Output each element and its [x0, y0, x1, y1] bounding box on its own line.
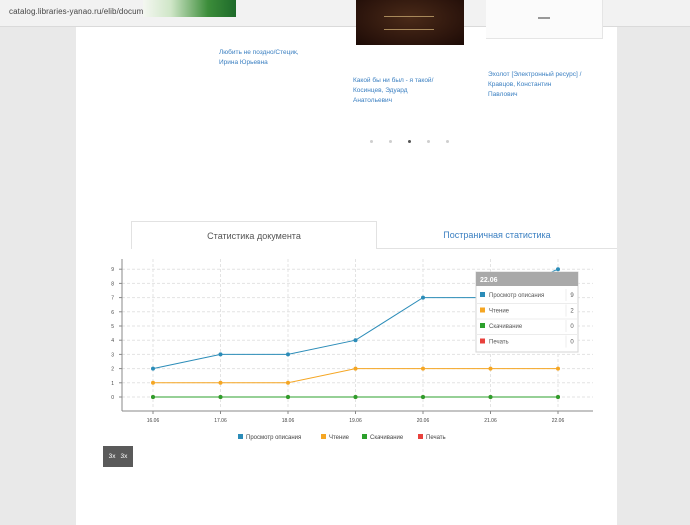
legend-label[interactable]: Печать — [426, 435, 446, 441]
data-point[interactable] — [556, 366, 560, 371]
data-point[interactable] — [218, 352, 223, 357]
legend-swatch[interactable] — [238, 434, 243, 439]
tooltip-row-label: Чтение — [489, 309, 510, 315]
tooltip-row-label: Печать — [489, 340, 509, 346]
x-tick-label: 20.06 — [417, 418, 430, 424]
x-tick-label: 19.06 — [349, 418, 362, 424]
y-tick-label: 4 — [111, 338, 114, 344]
legend-swatch[interactable] — [321, 434, 326, 439]
legend-label[interactable]: Чтение — [329, 435, 350, 441]
data-point[interactable] — [218, 395, 223, 399]
y-tick-label: 1 — [111, 381, 114, 387]
y-tick-label: 0 — [111, 395, 114, 401]
data-point[interactable] — [488, 366, 493, 371]
y-tick-label: 3 — [111, 352, 114, 358]
tooltip-swatch — [480, 323, 485, 328]
carousel-dot[interactable] — [408, 140, 411, 143]
x-tick-label: 21.06 — [484, 418, 497, 424]
legend-swatch[interactable] — [362, 434, 367, 439]
data-point[interactable] — [421, 395, 425, 399]
data-point[interactable] — [353, 395, 358, 399]
data-point[interactable] — [286, 352, 290, 357]
tooltip-row-label: Просмотр описания — [489, 293, 544, 299]
y-tick-label: 8 — [111, 281, 114, 287]
carousel-dot[interactable] — [370, 140, 373, 143]
data-point[interactable] — [151, 395, 155, 399]
tab-document-statistics[interactable]: Статистика документа — [131, 221, 377, 249]
x-tick-label: 22.06 — [552, 418, 565, 424]
y-tick-label: 5 — [111, 324, 114, 330]
data-point[interactable] — [421, 366, 425, 371]
tooltip-title: 22.06 — [480, 277, 498, 284]
tooltip-swatch — [480, 292, 485, 297]
tooltip-row-label: Скачивание — [489, 324, 523, 330]
book-title-3[interactable]: Эхолот [Электронный ресурс] / Кравцов, К… — [488, 71, 582, 98]
legend-swatch[interactable] — [418, 434, 423, 439]
tooltip-swatch — [480, 307, 485, 313]
y-tick-label: 2 — [111, 367, 114, 373]
y-tick-label: 6 — [111, 310, 114, 316]
book-title-2[interactable]: Какой бы ни был - я такой/ Косинцев, Эду… — [353, 77, 434, 104]
cover-ornament — [384, 16, 434, 30]
tooltip-row-value: 2 — [570, 309, 574, 315]
book-cover-2[interactable] — [356, 0, 464, 45]
x-tick-label: 18.06 — [282, 418, 295, 424]
data-point[interactable] — [353, 366, 358, 371]
data-point[interactable] — [353, 338, 358, 343]
data-point[interactable] — [421, 295, 425, 300]
data-point[interactable] — [556, 267, 560, 272]
data-point[interactable] — [286, 380, 290, 385]
data-point[interactable] — [556, 395, 560, 399]
url-text[interactable]: catalog.libraries-yanao.ru/elib/document… — [9, 7, 191, 16]
data-point[interactable] — [151, 366, 155, 371]
tooltip-row-value: 0 — [570, 340, 574, 346]
y-tick-label: 7 — [111, 296, 114, 302]
legend-label[interactable]: Скачивание — [370, 435, 404, 441]
x-tick-label: 16.06 — [147, 418, 160, 424]
data-point[interactable] — [488, 395, 493, 399]
y-tick-label: 9 — [111, 267, 114, 273]
carousel-dot[interactable] — [389, 140, 392, 143]
legend-label[interactable]: Просмотр описания — [246, 435, 301, 441]
tooltip-swatch — [480, 338, 485, 344]
data-point[interactable] — [286, 395, 290, 399]
data-point[interactable] — [218, 380, 223, 385]
tooltip-row-value: 0 — [570, 324, 574, 330]
book-cover-3[interactable] — [486, 0, 603, 39]
data-point[interactable] — [151, 380, 155, 385]
x-tick-label: 17.06 — [214, 418, 227, 424]
cover-mark — [538, 17, 550, 19]
carousel-dot[interactable] — [446, 140, 449, 143]
book-title-1[interactable]: Любить не поздно/Стецик, Ирина Юрьевна — [219, 49, 299, 66]
tooltip-header — [476, 272, 578, 286]
tooltip-row-value: 9 — [570, 293, 574, 299]
carousel-dot[interactable] — [427, 140, 430, 143]
toolbar-button[interactable]: 3x 3x — [103, 446, 133, 467]
tab-page-statistics[interactable]: Постраничная статистика — [377, 221, 617, 249]
book-cover-1[interactable] — [143, 0, 236, 17]
